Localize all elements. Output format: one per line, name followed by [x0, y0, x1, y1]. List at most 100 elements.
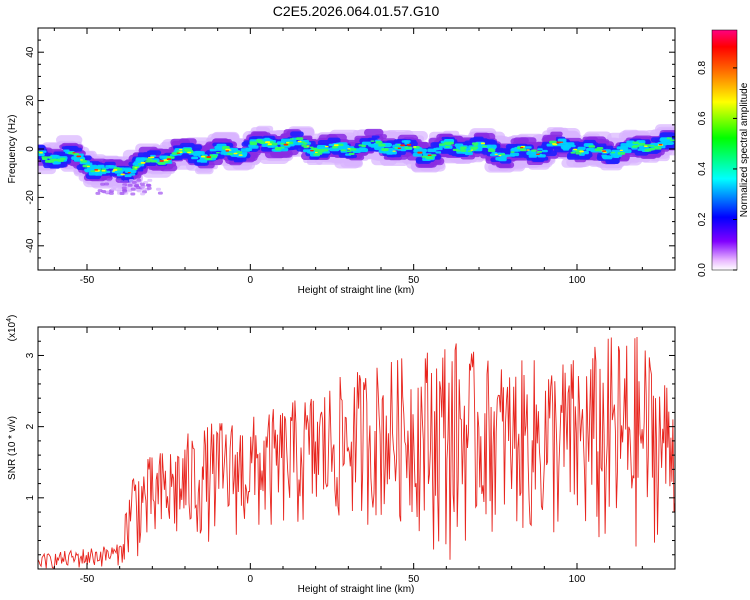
spectrogram-cell [136, 178, 142, 182]
spectrogram-cell [209, 148, 217, 152]
spectrogram-cell [127, 189, 132, 193]
spectrogram-cell [528, 154, 537, 158]
spectrogram-cell [499, 153, 506, 156]
spectrogram-cell [602, 150, 607, 152]
spectrogram-cell [498, 157, 507, 162]
snr-series-line [38, 336, 675, 569]
spectrogram-cell [200, 160, 208, 163]
spectrogram-cell [498, 155, 502, 157]
spectrogram-cell [245, 148, 253, 151]
spectrogram-cell [404, 146, 412, 150]
x-tick-label: 100 [569, 275, 586, 286]
spectrogram-plot: -50 0 50 100 -40 -20 0 20 40 Height of straight … [7, 27, 676, 296]
spectrogram-cell [427, 154, 432, 156]
spectrogram-cell [560, 141, 564, 143]
spectrogram-cell [619, 149, 623, 151]
spectrogram-cell [470, 146, 478, 150]
spectrogram-cell [227, 152, 233, 156]
spectrogram-cell [135, 158, 145, 163]
spectrogram-cell [536, 153, 540, 155]
spectrogram-cell [378, 143, 386, 147]
spectrogram-cell [50, 158, 57, 161]
spectrogram-ticks: -50 0 50 100 -40 -20 0 20 40 [25, 27, 676, 286]
spectrogram-cell [427, 148, 437, 153]
spectrogram-cell [460, 146, 467, 150]
spectrogram-cell [232, 148, 239, 151]
spectrogram-cell [236, 151, 243, 154]
spectrogram-cell [666, 137, 673, 140]
spectrogram-cell [134, 167, 138, 169]
spectrogram-cell [601, 155, 611, 159]
spectrogram-cell [467, 150, 473, 153]
spectrogram-cell [631, 145, 638, 148]
spectrogram-cell [669, 139, 675, 142]
spectrogram-cell [191, 156, 199, 160]
spectrogram-cell [187, 151, 192, 154]
spectrogram-cell [536, 150, 543, 153]
spectrogram-cell [132, 168, 137, 170]
spectrogram-cell [306, 145, 310, 147]
spectrogram-cell [80, 159, 83, 161]
y-tick-label: 2 [25, 423, 36, 429]
spectrogram-cell [338, 145, 348, 150]
spectrogram-cell [119, 192, 125, 195]
spectrogram-cell [129, 173, 136, 176]
spectrogram-cell [127, 183, 133, 187]
spectrogram-cell [306, 158, 323, 165]
spectrogram-cell [444, 141, 452, 145]
spectrogram-cell [179, 148, 183, 151]
spectrogram-cell [260, 141, 267, 144]
spectrogram-cell [644, 145, 648, 147]
spectrogram-cell [135, 186, 141, 189]
spectrogram-cell [361, 145, 367, 147]
spectrogram-cell [38, 144, 45, 150]
spectrogram-cell [121, 186, 127, 190]
colorbar-tick-label: 0.2 [697, 212, 708, 226]
spectrogram-cell [510, 151, 515, 153]
spectrogram-cell [139, 182, 145, 186]
y-tick-label: 3 [25, 352, 36, 358]
spectrogram-cell [397, 144, 402, 146]
spectrogram-cell [494, 153, 498, 155]
spectrogram-cell [503, 154, 510, 157]
spectrogram-cell [106, 178, 112, 182]
y-tick-label: -20 [25, 190, 36, 205]
spectrogram-cell [157, 191, 163, 195]
spectrogram-cell [118, 180, 124, 183]
spectrogram-cell [63, 149, 70, 152]
spectrogram-cell [216, 152, 220, 154]
spectrogram-cell [653, 146, 659, 148]
spectrogram-cell [53, 162, 59, 165]
spectrogram-cell [108, 191, 114, 195]
spectrogram-cell [57, 159, 64, 162]
spectrogram-cell [356, 148, 363, 151]
spectrogram-cell [348, 152, 355, 155]
spectrogram-cell [406, 143, 412, 146]
spectrogram-cell [286, 142, 290, 144]
spectrogram-cell [513, 137, 529, 144]
spectrogram-cell [159, 164, 178, 172]
spectrogram-cell [361, 141, 371, 146]
spectrogram-cell [482, 145, 487, 148]
spectrogram-cell [557, 138, 567, 142]
spectrogram-cell [537, 148, 543, 151]
x-tick-label: 100 [569, 574, 586, 585]
colorbar-tick-label: 0.0 [697, 263, 708, 277]
snr-frame [37, 326, 676, 570]
spectrogram-cell [364, 128, 384, 137]
spectrogram-cell [101, 168, 107, 171]
spectrogram-cell [147, 178, 153, 182]
x-tick-label: 0 [248, 574, 254, 585]
snr-y-label: SNR (10 * v/v) [7, 416, 18, 480]
spectrogram-cell [76, 155, 82, 158]
spectrogram-y-label: Frequency (Hz) [7, 115, 18, 184]
spectrogram-cell [130, 192, 136, 196]
spectrogram-cell [90, 170, 96, 173]
spectrogram-cell [460, 149, 467, 152]
snr-x-label: Height of straight line (km) [298, 584, 415, 595]
spectrogram-cell [127, 172, 131, 174]
x-tick-label: -50 [80, 574, 95, 585]
spectrogram-cell [520, 147, 524, 149]
spectrogram-cell [267, 143, 272, 145]
